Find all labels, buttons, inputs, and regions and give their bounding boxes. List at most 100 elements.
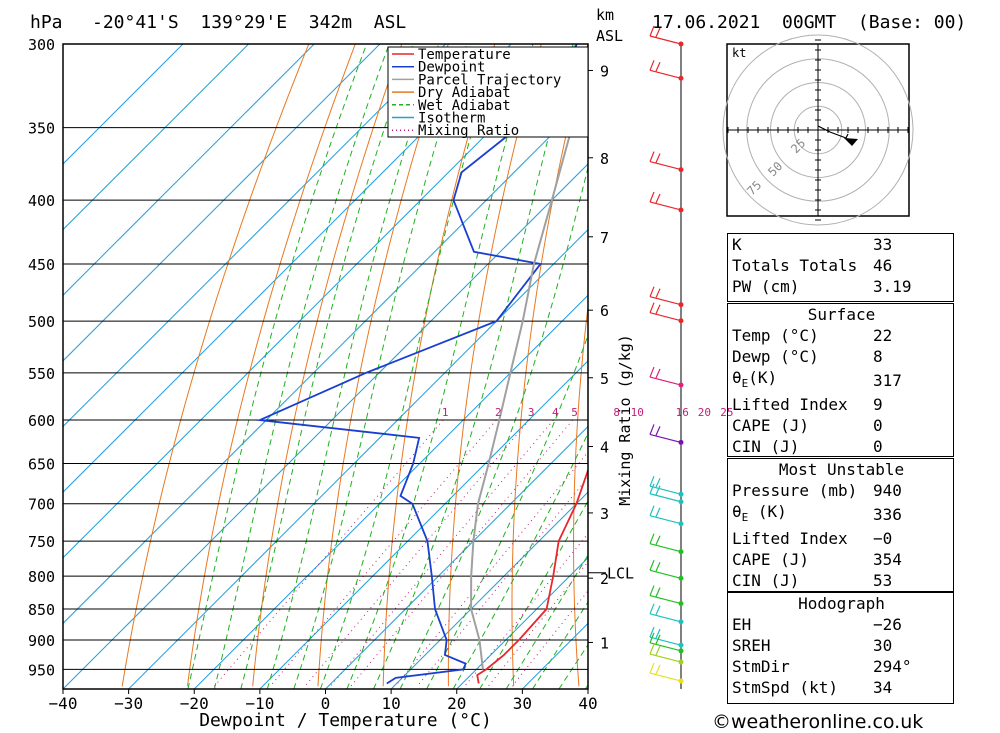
km-tick-label: 6	[600, 302, 609, 320]
dry-adiabat-line	[633, 44, 681, 686]
wind-barb-flag	[649, 302, 655, 313]
legend-entry: Dewpoint	[418, 60, 485, 76]
wind-barb-shaft	[649, 296, 682, 306]
wind-barb-shaft	[649, 493, 682, 503]
wet-adiabat-line	[213, 44, 390, 689]
mixing-ratio-line	[464, 532, 588, 687]
km-tick-label: 3	[600, 505, 609, 523]
index-label: StmDir	[732, 657, 790, 676]
dry-adiabat-line	[511, 44, 588, 687]
wind-barb-flag	[649, 25, 655, 37]
index-row: CAPE (J) 0	[728, 415, 955, 436]
wind-barb-flag	[649, 662, 655, 674]
km-tick-label: 7	[600, 229, 609, 247]
pressure-tick-label: 400	[28, 192, 55, 210]
index-label: Dewp (°C)	[732, 347, 819, 366]
wind-barb-flag	[655, 664, 661, 675]
index-section-title: Most Unstable	[778, 460, 905, 479]
wet-adiabat-line	[346, 44, 534, 689]
mixing-ratio-label: 8	[613, 406, 620, 419]
wind-barb-shaft	[649, 376, 682, 386]
dry-adiabat-line	[573, 302, 588, 687]
index-row: θE(K) 317	[728, 367, 955, 394]
pressure-tick-label: 450	[28, 256, 55, 274]
index-value: 53	[873, 571, 893, 591]
km-tick-label: 8	[600, 150, 609, 168]
wind-barb-flag	[655, 587, 661, 597]
mixing-ratio-line	[487, 560, 588, 687]
datetime-title: 17.06.2021 00GMT (Base: 00)	[652, 12, 967, 33]
mixing-ratio-label: 1	[442, 406, 449, 419]
hodograph-ring	[722, 34, 914, 226]
x-tick-label: −20	[180, 694, 209, 713]
wind-barb-shaft	[649, 653, 682, 663]
wind-barb-flag	[649, 483, 655, 494]
wind-barb-shaft	[649, 312, 682, 322]
index-value: −26	[873, 615, 902, 634]
general-index-box: K 33 Totals Totals 46 PW (cm) 3.19	[727, 233, 954, 302]
unit-asl-label: ASL	[596, 27, 624, 45]
index-row: K 33	[728, 234, 955, 255]
x-tick-label: 20	[447, 694, 466, 713]
isotherm-line	[63, 44, 381, 362]
pressure-tick-label: 800	[28, 568, 55, 586]
km-tick-label: 4	[600, 439, 609, 457]
index-label-subscript: E	[741, 511, 749, 525]
wind-barb-flag	[649, 585, 655, 596]
wind-barb-flag	[655, 62, 661, 72]
isotherm-line	[63, 44, 249, 231]
km-tick-label: 9	[600, 62, 609, 80]
wind-barb-shaft	[649, 594, 682, 605]
wind-barb-flag	[655, 634, 661, 645]
index-row: Pressure (mb) 940	[728, 480, 955, 501]
mixing-ratio-line	[304, 419, 530, 687]
index-row: CIN (J) 53	[728, 570, 955, 591]
index-label: Lifted Index	[732, 529, 848, 549]
km-tick-label: 1	[600, 634, 609, 652]
index-section-title: Surface	[807, 305, 876, 324]
wet-adiabat-line	[266, 44, 440, 689]
index-row: StmSpd (kt) 34	[728, 677, 955, 698]
index-row: PW (cm) 3.19	[728, 276, 955, 297]
wind-barb-flag	[649, 505, 655, 516]
index-row: θE (K) 336	[728, 501, 955, 528]
mixing-ratio-label: 16	[676, 406, 689, 419]
wind-barb-shaft	[649, 35, 682, 45]
wind-barb-shaft	[649, 569, 682, 579]
mixing-ratio-line	[269, 419, 497, 687]
mixing-ratio-label: 25	[720, 406, 733, 419]
wind-barb-flag	[649, 366, 655, 378]
wet-adiabat-line	[240, 44, 414, 689]
index-label: PW (cm)	[732, 277, 800, 296]
index-label: StmSpd (kt)	[732, 678, 838, 697]
wind-barb-shaft	[649, 543, 682, 553]
wind-barb-flag	[655, 628, 661, 639]
index-value: 33	[873, 235, 893, 254]
unit-hpa-label: hPa	[30, 12, 63, 33]
pressure-tick-label: 750	[28, 533, 55, 551]
wet-adiabat-line	[293, 44, 468, 689]
index-label: CIN (J)	[732, 571, 800, 591]
wind-barb-flag	[655, 368, 661, 379]
wind-barb-shaft	[649, 161, 682, 171]
index-value: 3.19	[873, 277, 912, 296]
index-label: θE (K)	[732, 502, 787, 525]
index-row: StmDir 294°	[728, 656, 955, 677]
wind-barb-flag	[649, 632, 655, 644]
wind-barb-shaft	[649, 433, 682, 443]
index-value: 317	[873, 371, 902, 391]
index-value: 0	[873, 437, 883, 457]
storm-motion-arrow	[844, 138, 858, 146]
isotherm-line	[63, 44, 446, 428]
index-row: Lifted Index 9	[728, 394, 955, 415]
wind-barb-flag	[649, 191, 655, 203]
index-value: 9	[873, 395, 883, 415]
isotherm-line	[63, 44, 578, 559]
index-value: 940	[873, 481, 902, 500]
series-dewpoint-line	[256, 44, 578, 685]
dry-adiabat-line	[317, 44, 449, 687]
wet-adiabat-line	[399, 165, 588, 689]
index-section-title: Hodograph	[798, 594, 885, 613]
isotherm-line	[259, 360, 588, 689]
hodograph-trace	[817, 125, 849, 139]
